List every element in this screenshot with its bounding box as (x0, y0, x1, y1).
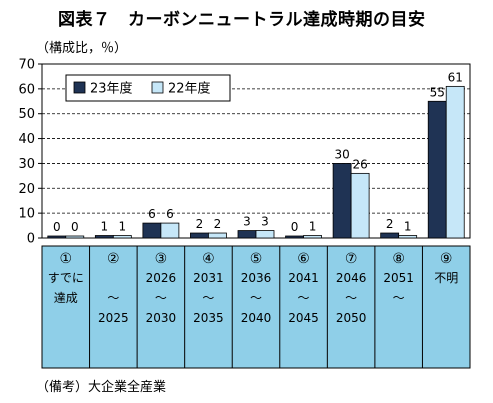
category-number: ⑥ (297, 251, 310, 267)
data-label: 3 (243, 215, 251, 229)
bar-23 (94, 235, 114, 239)
category-line (444, 312, 448, 324)
category-line: 2045 (288, 311, 319, 325)
y-tick-label: 70 (18, 58, 35, 73)
data-label: 1 (119, 220, 127, 234)
legend-swatch (151, 81, 164, 94)
category-line: 2035 (193, 311, 224, 325)
category-line: 2036 (240, 271, 272, 285)
bar-22 (303, 235, 322, 239)
data-label: 30 (334, 147, 349, 161)
y-tick-label: 0 (27, 232, 35, 247)
legend-swatch (73, 81, 86, 94)
category-line: 2046 (335, 271, 367, 285)
unit-label: （構成比，％） (36, 41, 128, 56)
category-line: すでに (47, 271, 84, 285)
bar-22 (350, 172, 370, 239)
bar-22 (445, 85, 465, 239)
category-line: ～ (249, 291, 262, 305)
bar-23 (47, 235, 67, 239)
y-tick-label: 40 (18, 132, 35, 147)
category-label: ⑥ 2041 ～ 2045 (280, 246, 328, 368)
category-line: 2031 (193, 271, 224, 285)
y-tick-label: 60 (18, 82, 35, 97)
category-line: 2026 (145, 271, 177, 285)
category-line: 2025 (98, 311, 129, 325)
bar-23 (427, 100, 447, 239)
category-label: ⑧ 2051 ～ (375, 246, 423, 368)
category-line: 2051 (383, 271, 414, 285)
category-number: ② (107, 251, 120, 267)
category-line: 不明 (434, 271, 459, 285)
bar-23 (380, 232, 400, 239)
data-label: 1 (101, 220, 109, 234)
y-tick-label: 50 (18, 107, 35, 122)
category-label: ③ 2026 ～ 2030 (137, 246, 185, 368)
bar-23 (142, 222, 162, 239)
category-line: 2040 (240, 311, 272, 325)
category-line: ～ (154, 291, 167, 305)
bar-22 (398, 235, 418, 239)
category-number: ④ (202, 251, 215, 267)
data-label: 2 (214, 217, 222, 231)
category-number: ⑦ (344, 251, 358, 267)
data-label: 1 (309, 220, 317, 234)
category-label: ⑦ 2046 ～ 2050 (327, 246, 375, 368)
bar-22 (160, 222, 180, 239)
category-line (444, 292, 448, 304)
category-number: ③ (154, 251, 168, 267)
footnote: （備考）大企業全産業 (36, 380, 167, 395)
category-line: 2041 (288, 271, 319, 285)
data-label: 55 (430, 85, 445, 99)
category-label: ⑤ 2036 ～ 2040 (232, 246, 280, 368)
data-label: 26 (352, 157, 367, 171)
category-line: 2050 (335, 311, 367, 325)
data-label: 61 (448, 70, 463, 84)
data-label: 3 (261, 215, 269, 229)
y-tick-label: 30 (18, 157, 35, 172)
data-label: 2 (196, 217, 204, 231)
bar-23 (285, 235, 304, 239)
data-label: 0 (291, 220, 299, 234)
category-line (111, 272, 115, 284)
category-line: ～ (297, 291, 310, 305)
bar-22 (208, 232, 227, 239)
legend-box (65, 74, 231, 102)
bar-23 (332, 163, 352, 239)
category-number: ① (59, 251, 73, 267)
category-number: ⑨ (439, 251, 453, 267)
legend-label: 23年度 (90, 81, 133, 97)
category-line: ～ (345, 291, 358, 305)
bar-23 (190, 232, 209, 239)
legend-label: 22年度 (168, 81, 211, 97)
category-line: 達成 (53, 291, 78, 305)
bar-23 (237, 230, 257, 239)
category-label: ⑨ 不明 (422, 246, 470, 368)
category-line: ～ (392, 291, 405, 305)
data-label: 6 (166, 207, 174, 221)
bar-22 (112, 235, 132, 239)
category-number: ⑧ (392, 251, 405, 267)
data-label: 6 (148, 207, 156, 221)
y-tick-label: 20 (18, 182, 35, 197)
bar-22 (255, 230, 275, 239)
bar-22 (65, 235, 85, 239)
category-band (41, 245, 471, 369)
category-label: ① すでに達成 (42, 246, 90, 368)
chart-title: 図表７ カーボンニュートラル達成時期の目安 (58, 10, 426, 30)
category-label: ④ 2031 ～ 2035 (185, 246, 233, 368)
category-label: ② ～ 2025 (90, 246, 138, 368)
category-line: 2030 (145, 311, 177, 325)
category-line (397, 312, 401, 324)
category-line: ～ (202, 291, 215, 305)
category-line: ～ (107, 291, 120, 305)
y-tick-label: 10 (18, 207, 35, 222)
data-label: 0 (71, 220, 79, 234)
data-label: 1 (404, 220, 412, 234)
data-label: 2 (386, 217, 394, 231)
category-number: ⑤ (249, 251, 263, 267)
data-label: 0 (53, 220, 61, 234)
category-line (64, 312, 68, 324)
